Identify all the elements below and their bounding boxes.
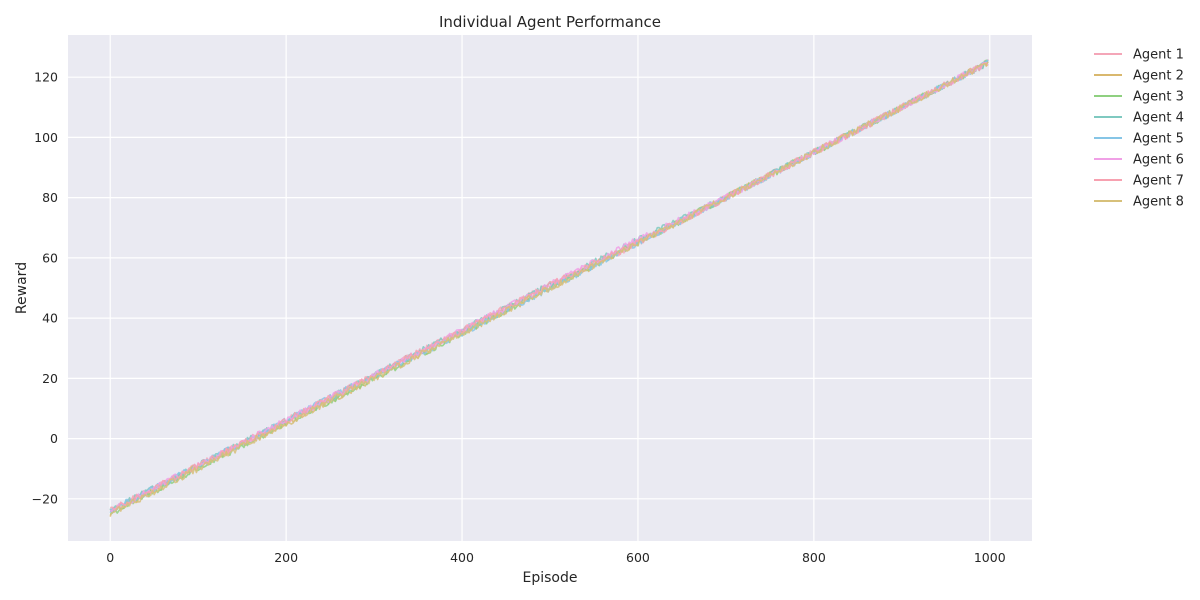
- legend-label: Agent 7: [1133, 174, 1184, 189]
- legend-label: Agent 6: [1133, 153, 1184, 168]
- x-tick-label: 600: [626, 550, 650, 565]
- series-line-8: [109, 61, 989, 516]
- series-line-6: [109, 61, 989, 513]
- legend-label: Agent 3: [1133, 90, 1184, 105]
- legend-label: Agent 2: [1133, 69, 1184, 84]
- y-tick-label: 60: [42, 250, 58, 265]
- legend: Agent 1 Agent 2 Agent 3 Agent 4 Agent 5 Agent…: [1094, 48, 1184, 210]
- y-tick-label: 100: [34, 130, 58, 145]
- legend-label: Agent 8: [1133, 195, 1184, 210]
- y-axis-title: Reward: [14, 262, 30, 314]
- y-axis-ticks: −20 0 20 40 60 80 100 120: [32, 70, 58, 507]
- x-tick-label: 200: [274, 550, 298, 565]
- grid-lines: [68, 35, 1032, 541]
- x-tick-label: 0: [106, 550, 114, 565]
- y-tick-label: 40: [42, 311, 58, 326]
- y-tick-label: 80: [42, 190, 58, 205]
- chart-title: Individual Agent Performance: [439, 13, 661, 31]
- legend-label: Agent 1: [1133, 48, 1184, 63]
- y-tick-label: 120: [34, 70, 58, 85]
- y-tick-label: 20: [42, 371, 58, 386]
- x-axis-ticks: 0 200 400 600 800 1000: [106, 550, 1005, 565]
- legend-label: Agent 4: [1133, 111, 1184, 126]
- x-tick-label: 800: [802, 550, 826, 565]
- legend-label: Agent 5: [1133, 132, 1184, 147]
- x-tick-label: 400: [450, 550, 474, 565]
- x-axis-title: Episode: [523, 570, 578, 586]
- x-tick-label: 1000: [974, 550, 1006, 565]
- y-tick-label: 0: [50, 431, 58, 446]
- y-tick-label: −20: [32, 491, 58, 506]
- series-lines: [109, 59, 989, 517]
